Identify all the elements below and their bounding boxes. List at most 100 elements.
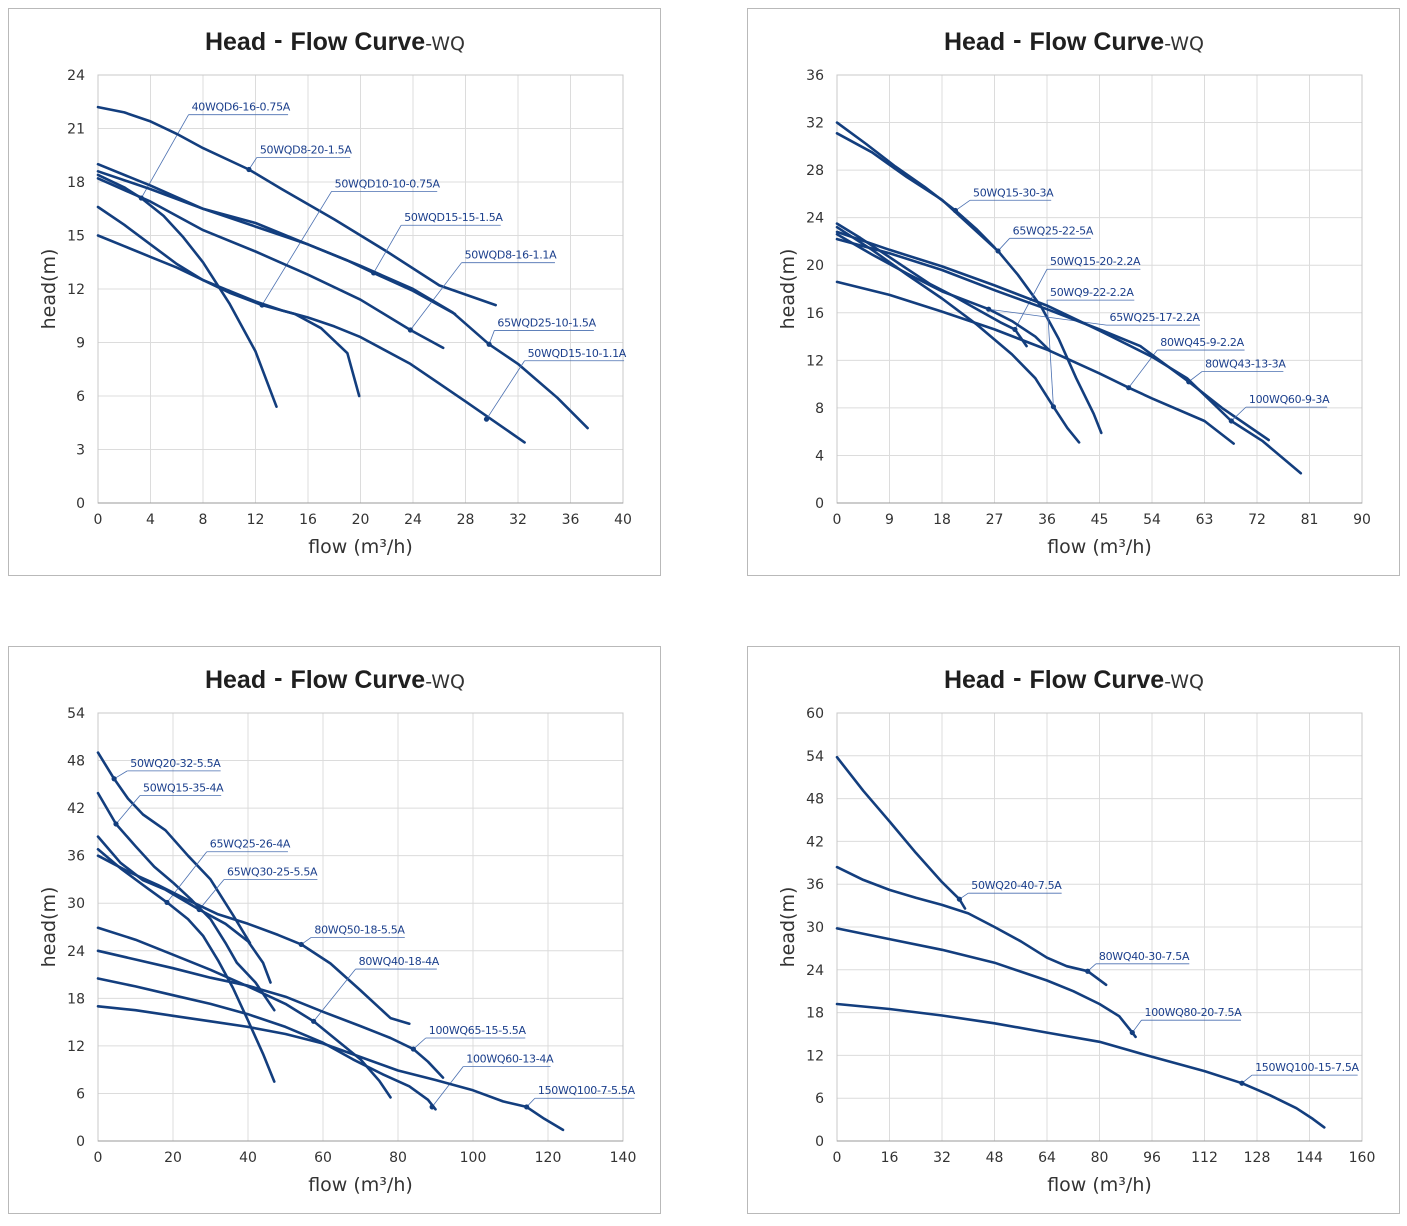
x-tick-label: 72 [1248, 512, 1266, 528]
y-tick-label: 12 [67, 1039, 85, 1055]
series-label: 50WQD15-10-1.1A [528, 347, 627, 360]
series-point-marker [111, 776, 117, 782]
series-label: 50WQ20-32-5.5A [130, 757, 221, 770]
y-tick-label: 12 [67, 282, 85, 298]
chart-title-title-dash: - [1013, 26, 1021, 54]
x-tick-label: 36 [562, 512, 580, 528]
leader-line [261, 191, 332, 306]
y-tick-label: 54 [67, 706, 85, 722]
x-tick-label: 96 [1143, 1150, 1161, 1166]
x-tick-label: 32 [933, 1150, 951, 1166]
chart-title-title-suffix: -WQ [1164, 33, 1204, 55]
series-point-marker [956, 896, 962, 902]
series-line [96, 173, 278, 408]
series-label: 80WQ50-18-5.5A [314, 923, 405, 936]
x-axis-label: flow (m³/h) [308, 1174, 413, 1196]
y-tick-label: 36 [806, 68, 824, 84]
series-label: 100WQ60-9-3A [1249, 393, 1330, 406]
head-flow-chart-2: Head - Flow Curve-WQ 0 9 18 27 36 45 54 63 72 81 90 0 4… [777, 26, 1371, 558]
series-label: 50WQD8-20-1.5A [260, 143, 353, 156]
y-tick-label: 28 [806, 163, 824, 179]
y-tick-label: 6 [815, 1091, 824, 1107]
series-point-marker [1085, 968, 1091, 974]
x-tick-label: 120 [535, 1150, 562, 1166]
x-tick-label: 81 [1301, 512, 1319, 528]
series-line [96, 205, 526, 444]
x-tick-label: 0 [833, 512, 842, 528]
series-line [835, 927, 1137, 1039]
y-tick-label: 0 [76, 1134, 85, 1150]
series-point-marker [1239, 1080, 1245, 1086]
chart-panel-2: Head - Flow Curve-WQ 0 9 18 27 36 45 54 63 72 81 90 0 4… [747, 8, 1400, 576]
x-tick-label: 0 [833, 1150, 842, 1166]
series-label: 80WQ40-30-7.5A [1099, 950, 1190, 963]
chart-title: Head - Flow Curve-WQ [205, 664, 465, 694]
chart-title: Head - Flow Curve-WQ [205, 26, 465, 56]
series-label: 65WQ25-26-4A [210, 838, 291, 851]
series-line [835, 1002, 1326, 1129]
series-line [96, 234, 361, 398]
chart-title-title-suffix: -WQ [1164, 671, 1204, 693]
leader-line [1046, 300, 1054, 407]
x-tick-label: 160 [1349, 1150, 1376, 1166]
series-label: 80WQ43-13-3A [1205, 357, 1286, 370]
y-tick-label: 48 [67, 754, 85, 770]
series-line [96, 1005, 565, 1132]
series-label: 100WQ65-15-5.5A [429, 1024, 527, 1037]
x-tick-label: 63 [1196, 512, 1214, 528]
series-point-marker [164, 899, 170, 906]
y-tick-label: 30 [67, 896, 85, 912]
series-label: 50WQ15-30-3A [973, 186, 1054, 199]
chart-panel-4: Head - Flow Curve-WQ 0 16 32 48 64 80 96 112 128 144… [747, 646, 1400, 1214]
leader-line [988, 308, 1107, 326]
x-tick-label: 0 [94, 512, 103, 528]
x-tick-label: 112 [1191, 1150, 1218, 1166]
x-axis-label: flow (m³/h) [1047, 536, 1152, 558]
series-line [835, 121, 996, 249]
chart-title-title-rest: Flow Curve [1029, 28, 1164, 56]
y-tick-label: 18 [67, 175, 85, 191]
series-line [835, 230, 1303, 475]
y-tick-label: 16 [806, 306, 824, 322]
series-line [96, 751, 252, 945]
series-line [835, 755, 967, 910]
series-label: 50WQ20-40-7.5A [971, 879, 1062, 892]
x-tick-label: 40 [614, 512, 632, 528]
y-tick-label: 4 [815, 448, 824, 464]
series-line [96, 848, 276, 1083]
y-axis-label: head(m) [777, 887, 799, 968]
x-tick-label: 54 [1143, 512, 1161, 528]
y-tick-label: 42 [806, 834, 824, 850]
x-tick-label: 64 [1038, 1150, 1056, 1166]
x-tick-label: 4 [146, 512, 155, 528]
x-tick-label: 24 [404, 512, 422, 528]
series-line [96, 162, 589, 430]
leader-line [486, 360, 525, 420]
y-tick-label: 12 [806, 353, 824, 369]
x-tick-label: 12 [247, 512, 265, 528]
chart-title-title-rest: Flow Curve [290, 28, 425, 56]
series-point-marker [298, 941, 304, 948]
series-line [96, 977, 437, 1111]
y-tick-label: 20 [806, 258, 824, 274]
x-tick-label: 60 [314, 1150, 332, 1166]
chart-title-title-main: Head [205, 666, 266, 694]
series-label: 50WQD15-15-1.5A [404, 211, 503, 224]
x-axis-label: flow (m³/h) [308, 536, 413, 558]
chart-panel-1: Head - Flow Curve-WQ 0 4 8 12 16 20 24 28 32 36 40 0 3 6… [8, 8, 661, 576]
series-label: 65WQD25-10-1.5A [497, 316, 596, 329]
leader-line [431, 1066, 464, 1108]
chart-title-title-dash: - [1013, 664, 1021, 692]
series-line [96, 949, 445, 1079]
x-tick-label: 18 [933, 512, 951, 528]
x-tick-label: 40 [239, 1150, 257, 1166]
x-tick-label: 36 [1038, 512, 1056, 528]
x-tick-label: 140 [610, 1150, 637, 1166]
x-tick-label: 100 [460, 1150, 487, 1166]
series-line [835, 132, 1103, 435]
chart-title-title-main: Head [205, 28, 266, 56]
series-point-marker [483, 416, 490, 422]
x-tick-label: 0 [94, 1150, 103, 1166]
series-line [96, 170, 457, 316]
series-line [96, 177, 445, 350]
